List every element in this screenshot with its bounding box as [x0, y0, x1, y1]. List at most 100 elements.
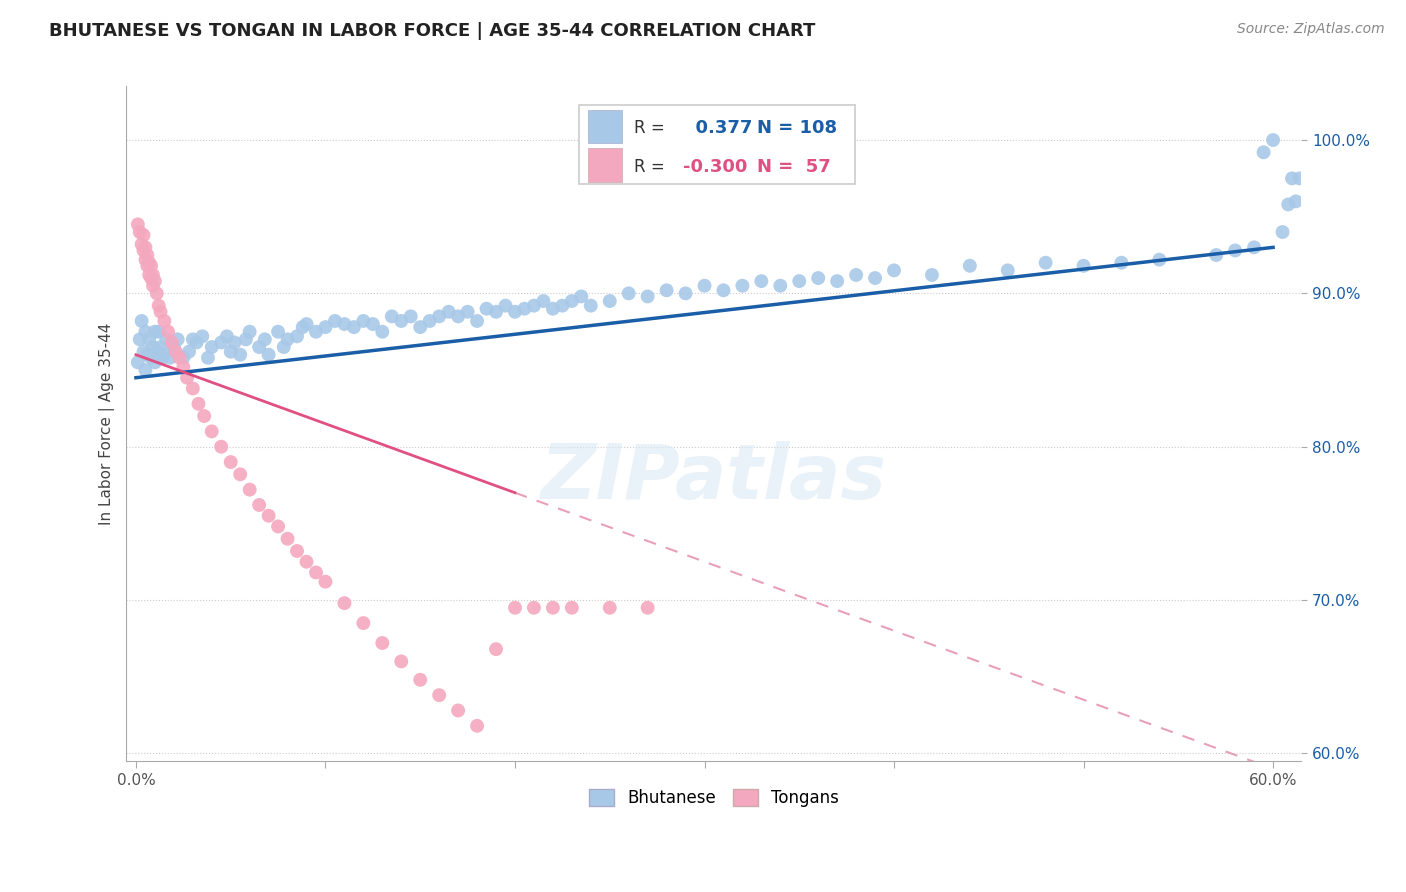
Point: [1271, 225, 1294, 239]
Point: [136, 348, 159, 362]
Point: [143, 355, 166, 369]
Point: [485, 642, 508, 657]
Point: [127, 218, 149, 232]
Point: [285, 544, 308, 558]
FancyBboxPatch shape: [579, 104, 855, 184]
Point: [561, 293, 583, 308]
Point: [148, 351, 170, 365]
Text: N = 108: N = 108: [758, 120, 838, 137]
Point: [541, 600, 564, 615]
Point: [159, 351, 181, 365]
Text: R =: R =: [634, 158, 665, 176]
Point: [409, 673, 432, 687]
Point: [277, 532, 299, 546]
Point: [160, 335, 183, 350]
Text: R =: R =: [634, 120, 665, 137]
Point: [599, 600, 621, 615]
Point: [229, 348, 252, 362]
Point: [146, 344, 169, 359]
Point: [1277, 197, 1299, 211]
Point: [825, 274, 848, 288]
Point: [845, 268, 868, 282]
Point: [201, 340, 224, 354]
Point: [142, 340, 165, 354]
Point: [148, 325, 170, 339]
Point: [136, 248, 159, 262]
Point: [675, 286, 697, 301]
Point: [921, 268, 943, 282]
Point: [352, 616, 374, 631]
Point: [399, 310, 422, 324]
Point: [247, 498, 270, 512]
Point: [305, 325, 328, 339]
Point: [381, 310, 404, 324]
Point: [139, 259, 162, 273]
Point: [617, 286, 640, 301]
Point: [235, 332, 257, 346]
Point: [219, 344, 242, 359]
Point: [1149, 252, 1171, 267]
Point: [131, 237, 153, 252]
Point: [314, 574, 336, 589]
Point: [693, 278, 716, 293]
Point: [1285, 194, 1308, 209]
Point: [267, 519, 290, 533]
Point: [787, 274, 810, 288]
Point: [127, 355, 149, 369]
Point: [863, 271, 886, 285]
Point: [551, 299, 574, 313]
Point: [139, 351, 162, 365]
Point: [579, 299, 602, 313]
Point: [149, 340, 172, 354]
Point: [599, 293, 621, 308]
Point: [169, 351, 191, 365]
Point: [146, 286, 169, 301]
Point: [209, 335, 232, 350]
Point: [165, 344, 187, 359]
Point: [142, 278, 165, 293]
Text: ZIPatlas: ZIPatlas: [541, 441, 887, 515]
Point: [323, 314, 346, 328]
Point: [229, 467, 252, 482]
Point: [277, 332, 299, 346]
Point: [1243, 240, 1265, 254]
Point: [134, 240, 156, 254]
Point: [475, 301, 498, 316]
Point: [485, 305, 508, 319]
Point: [172, 351, 194, 365]
Point: [1035, 256, 1057, 270]
Point: [409, 320, 432, 334]
Point: [239, 325, 262, 339]
Point: [447, 703, 470, 717]
Point: [132, 344, 155, 359]
Point: [389, 654, 412, 668]
Point: [148, 299, 170, 313]
Point: [176, 370, 198, 384]
Point: [136, 259, 159, 273]
Point: [155, 332, 177, 346]
Point: [187, 397, 209, 411]
Point: [333, 317, 356, 331]
Point: [295, 555, 318, 569]
Point: [157, 325, 180, 339]
Point: [152, 351, 174, 365]
Point: [132, 244, 155, 258]
Point: [138, 332, 160, 346]
Point: [427, 310, 450, 324]
Point: [637, 289, 659, 303]
Point: [495, 299, 517, 313]
Point: [1205, 248, 1227, 262]
Point: [1281, 171, 1303, 186]
Point: [181, 381, 204, 395]
Point: [457, 305, 479, 319]
Point: [314, 320, 336, 334]
Point: [273, 340, 295, 354]
Point: [447, 310, 470, 324]
Point: [142, 268, 165, 282]
Point: [209, 440, 232, 454]
Point: [197, 351, 219, 365]
Text: N =  57: N = 57: [758, 158, 831, 176]
Point: [561, 600, 583, 615]
Point: [134, 363, 156, 377]
Legend: Bhutanese, Tongans: Bhutanese, Tongans: [582, 782, 845, 814]
